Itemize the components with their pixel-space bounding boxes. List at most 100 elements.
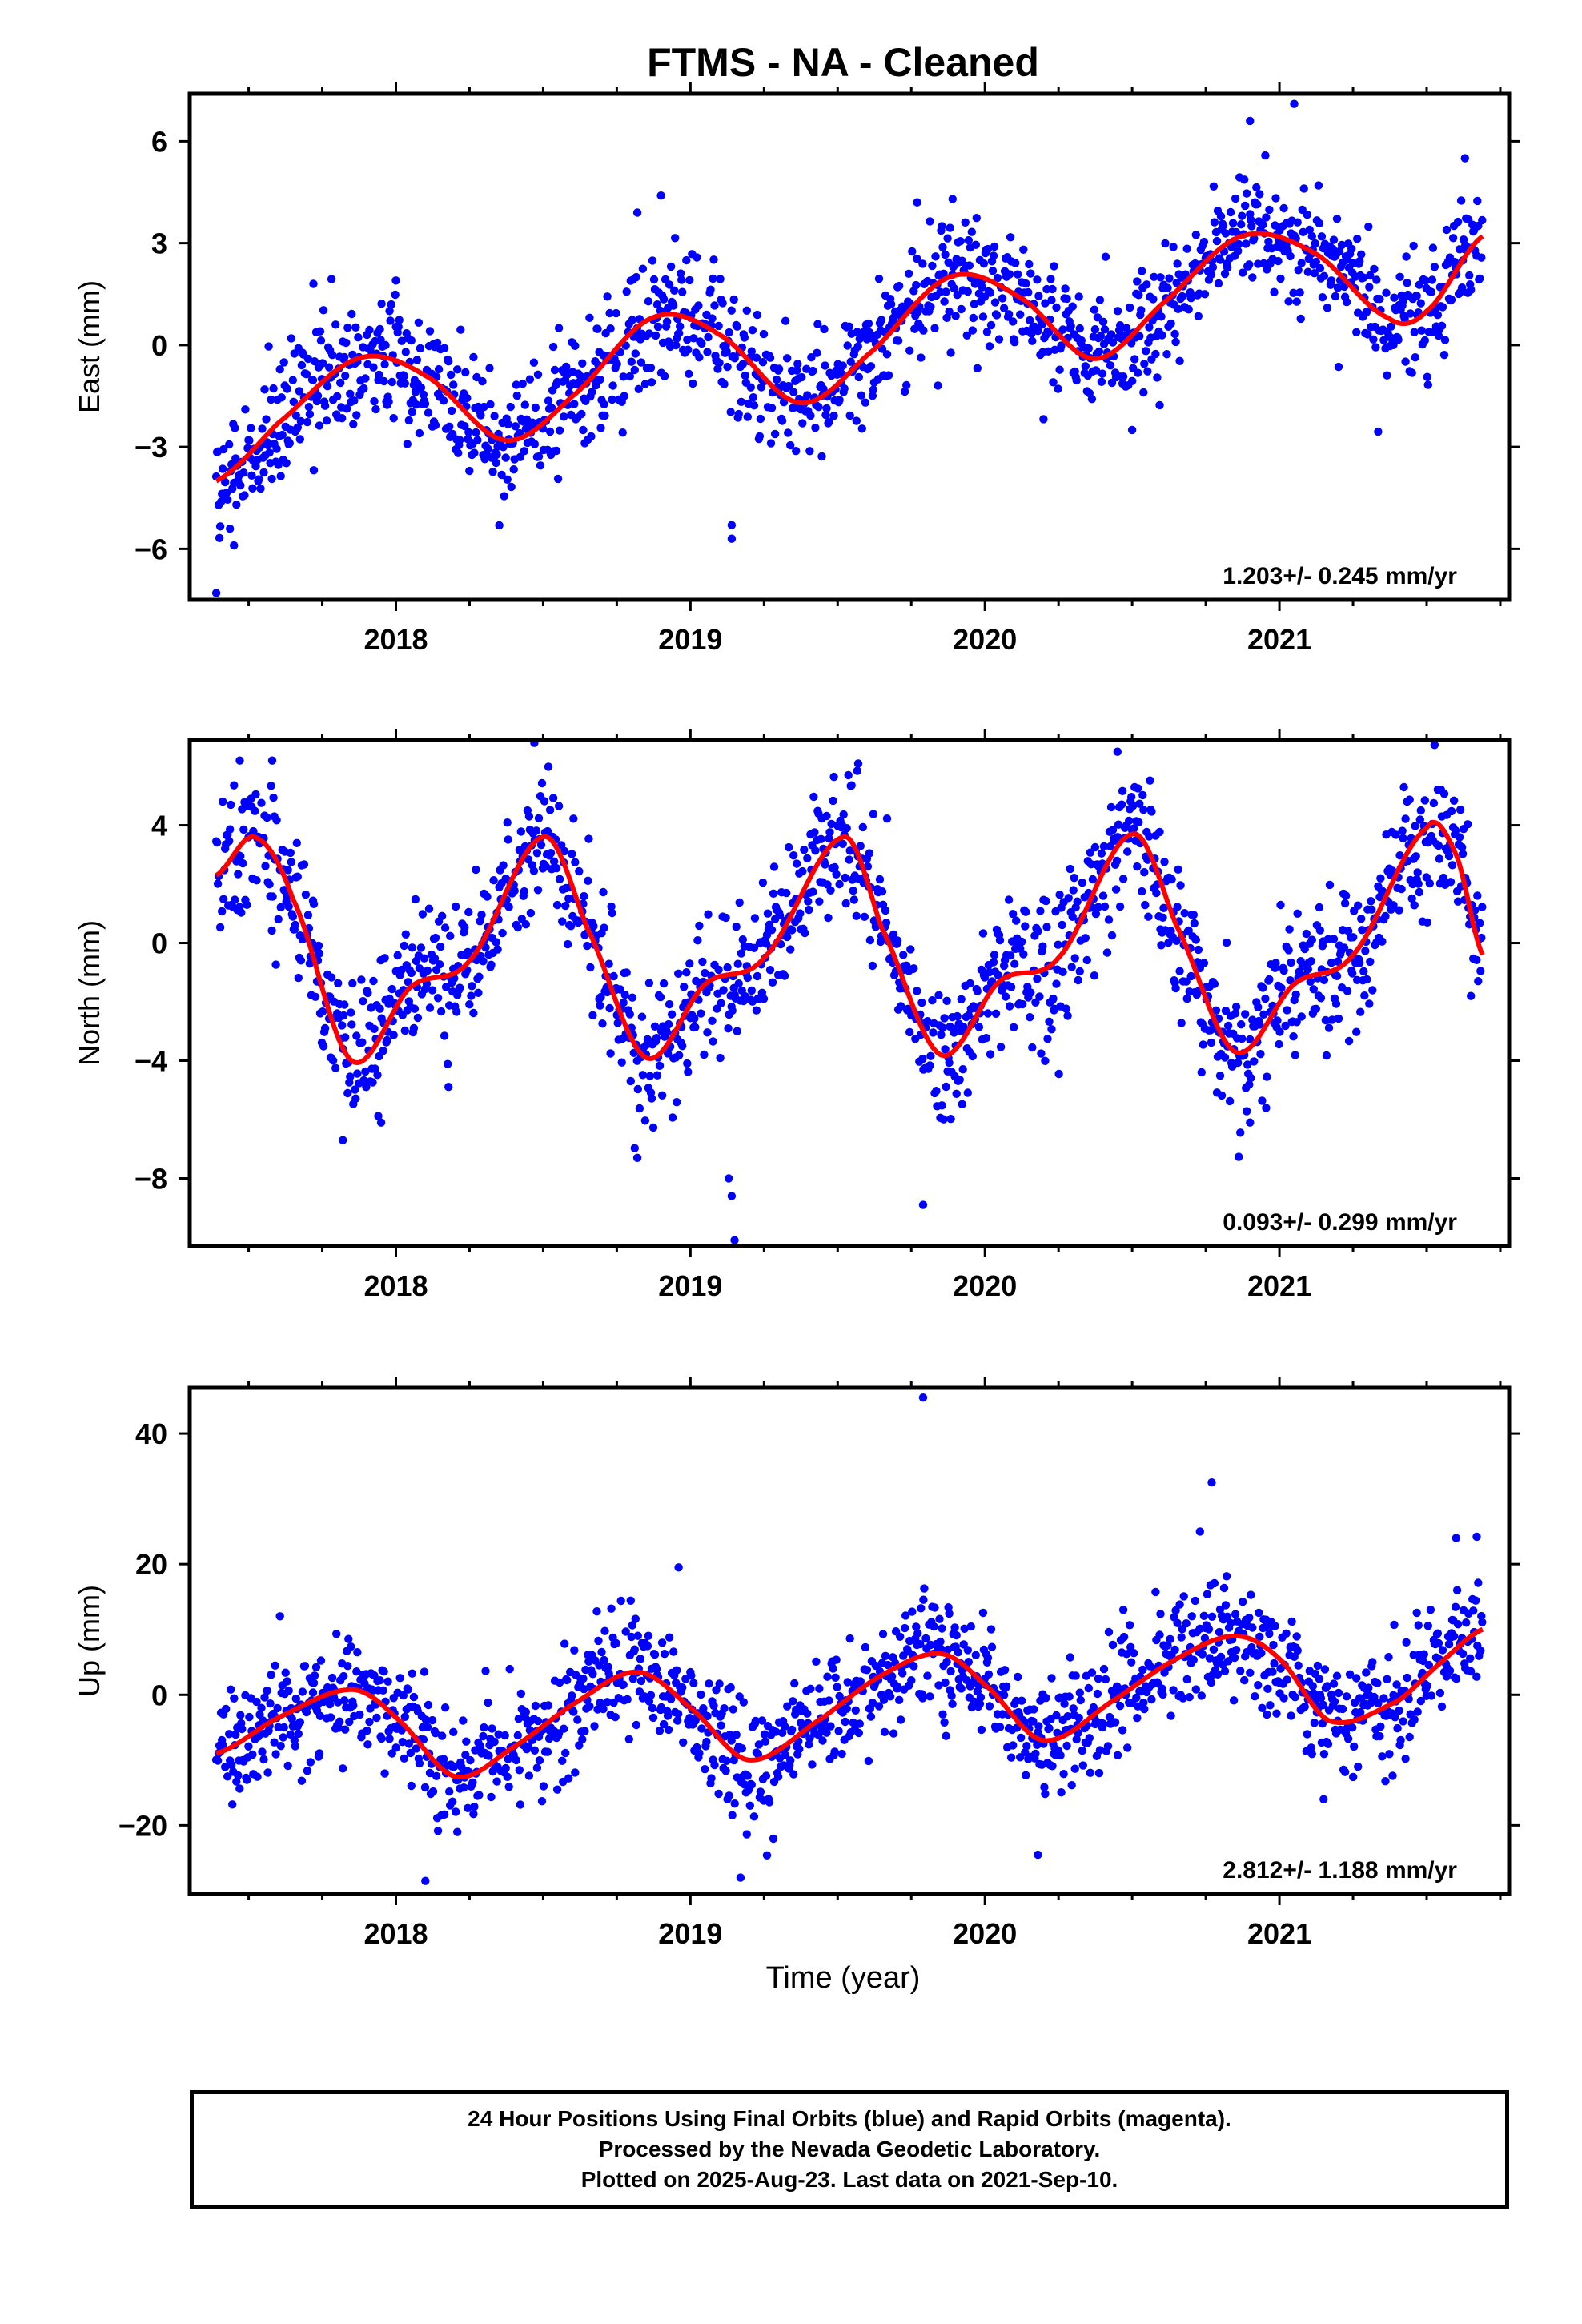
data-point-up — [363, 1740, 372, 1749]
data-point-east — [387, 300, 396, 309]
y-tick-label: −20 — [118, 1809, 167, 1842]
data-point-up — [260, 1693, 269, 1702]
data-point-up — [707, 1774, 716, 1783]
data-point-up — [1140, 1704, 1149, 1714]
data-point-east — [449, 380, 458, 389]
data-point-east — [272, 444, 281, 453]
data-point-east — [350, 396, 359, 405]
data-point-north — [1176, 881, 1185, 890]
data-point-up — [957, 1684, 966, 1693]
data-point-east — [742, 306, 751, 315]
data-point-up — [1329, 1679, 1339, 1688]
data-point-east — [1138, 267, 1146, 275]
data-point-up — [231, 1730, 240, 1739]
data-point-north — [510, 887, 519, 895]
data-point-east — [1054, 384, 1062, 393]
data-point-east — [1347, 244, 1356, 253]
data-point-east — [1058, 325, 1067, 334]
data-point-up — [1169, 1686, 1178, 1695]
data-point-up — [1089, 1703, 1098, 1712]
data-point-north — [1180, 909, 1189, 918]
data-point-east — [219, 444, 228, 454]
data-point-east — [1270, 287, 1279, 296]
data-point-up — [1462, 1618, 1471, 1627]
data-point-north — [1283, 1006, 1291, 1015]
data-point-up — [849, 1718, 857, 1727]
data-point-north — [444, 1083, 453, 1092]
data-point-north — [237, 908, 246, 917]
data-point-east — [1081, 362, 1090, 371]
data-point-north — [817, 834, 825, 844]
data-point-north — [829, 796, 837, 806]
data-point-north — [1250, 1057, 1259, 1066]
data-point-north — [431, 933, 440, 943]
data-point-up — [355, 1710, 364, 1719]
data-point-north — [464, 947, 472, 957]
data-point-north — [829, 772, 838, 782]
data-point-up — [942, 1657, 951, 1667]
data-point-north — [796, 909, 805, 918]
data-point-north — [320, 1023, 330, 1033]
data-point-up — [942, 1731, 950, 1740]
data-point-east — [653, 322, 663, 332]
data-point-north — [1199, 959, 1209, 967]
data-point-north — [373, 1071, 382, 1080]
data-point-east — [287, 334, 295, 343]
data-point-north — [444, 1059, 452, 1068]
data-point-north — [1117, 800, 1126, 809]
data-point-up — [1340, 1767, 1350, 1776]
data-point-north — [1422, 873, 1431, 882]
data-point-north — [1430, 741, 1439, 750]
data-point-up — [896, 1632, 905, 1641]
data-point-east — [1375, 295, 1384, 304]
x-tick-label: 2020 — [953, 1917, 1017, 1950]
data-point-east — [1057, 341, 1066, 350]
data-point-north — [334, 979, 343, 988]
data-point-east — [741, 371, 749, 380]
data-point-east — [726, 408, 735, 416]
fit-curve-east — [215, 231, 1484, 484]
data-point-east — [926, 217, 934, 226]
data-point-east — [469, 352, 478, 362]
data-point-up — [475, 1791, 484, 1799]
data-point-east — [1307, 231, 1317, 241]
data-point-up — [717, 1721, 725, 1730]
data-point-north — [1453, 897, 1463, 906]
data-point-east — [993, 273, 1002, 283]
figure-title: FTMS - NA - Cleaned — [647, 40, 1039, 85]
data-point-east — [231, 424, 239, 432]
data-point-north — [1182, 994, 1191, 1003]
data-point-up — [612, 1638, 620, 1648]
data-point-east — [789, 388, 798, 396]
x-tick-label: 2020 — [953, 1269, 1017, 1302]
data-point-north — [1018, 999, 1027, 1009]
data-point-east — [1050, 262, 1058, 271]
data-point-up — [431, 1729, 440, 1738]
data-point-east — [547, 404, 556, 412]
data-point-east — [1264, 237, 1273, 247]
data-point-east — [886, 300, 896, 308]
data-point-east — [389, 414, 398, 423]
data-point-east — [414, 318, 424, 327]
data-point-east — [1137, 306, 1146, 315]
data-point-east — [1068, 302, 1077, 311]
data-point-east — [1329, 235, 1339, 244]
data-point-north — [400, 941, 408, 951]
data-point-up — [789, 1770, 798, 1779]
data-point-up — [626, 1596, 635, 1606]
data-point-north — [1319, 975, 1329, 985]
data-point-north — [825, 828, 834, 837]
rate-label-north: 0.093+/- 0.299 mm/yr — [1223, 1209, 1457, 1236]
outlier-point-north — [1467, 991, 1476, 1000]
data-point-east — [216, 497, 226, 506]
data-point-north — [1271, 959, 1280, 967]
data-point-east — [376, 336, 385, 344]
data-point-north — [650, 1022, 660, 1031]
data-point-up — [1255, 1608, 1263, 1618]
data-point-up — [383, 1677, 392, 1686]
data-point-up — [408, 1669, 416, 1678]
data-point-north — [656, 993, 665, 1002]
data-point-east — [1113, 307, 1122, 316]
data-point-up — [466, 1755, 475, 1765]
data-point-east — [1299, 184, 1308, 193]
